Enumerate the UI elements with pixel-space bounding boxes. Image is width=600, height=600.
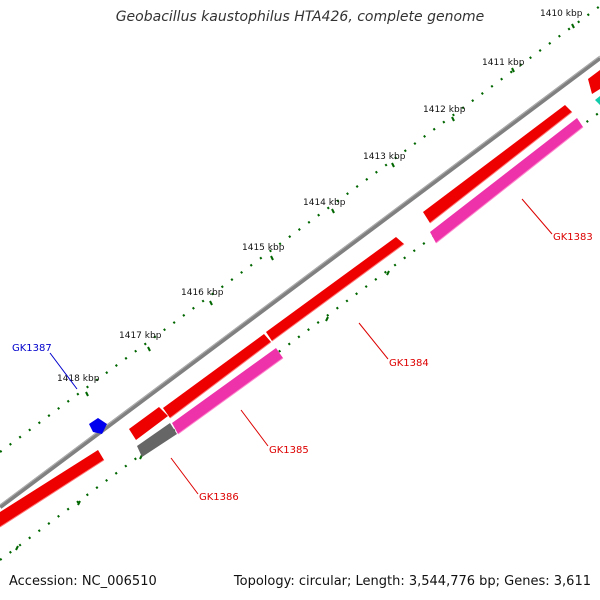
ruler-label: 1411 kbp: [482, 58, 525, 68]
gene-arrow[interactable]: [0, 450, 104, 527]
major-tick: [511, 67, 515, 73]
gene-label[interactable]: GK1383: [553, 232, 593, 243]
leader-line: [240, 409, 269, 447]
ruler-label: 1413 kbp: [363, 152, 406, 162]
genome-backbone: [0, 56, 600, 509]
major-tick: [85, 391, 89, 397]
gene-label[interactable]: GK1386: [199, 492, 239, 503]
leader-line: [49, 352, 78, 390]
accession-label: Accession: NC_006510: [9, 574, 157, 589]
gene-arrow[interactable]: [163, 334, 271, 418]
forward-features: [0, 70, 600, 528]
major-tick: [451, 116, 455, 122]
major-tick: [270, 255, 274, 261]
outer-tick-ring: [0, 5, 600, 453]
gene-label[interactable]: GK1385: [269, 445, 309, 456]
label-leaders: [49, 198, 553, 495]
blue-feature-arrow[interactable]: [89, 418, 107, 434]
major-tick: [325, 316, 329, 322]
leader-line: [521, 198, 553, 235]
ruler-labels: 1410 kbp 1411 kbp 1412 kbp 1413 kbp 1414…: [57, 9, 583, 384]
ruler-label: 1418 kbp: [57, 374, 100, 384]
major-tick: [391, 162, 395, 168]
ruler-label: 1417 kbp: [119, 331, 162, 341]
major-tick: [331, 208, 335, 214]
major-tick: [77, 500, 81, 506]
teal-feature-arrow[interactable]: [595, 96, 600, 105]
leader-line: [170, 457, 199, 495]
map-title: Geobacillus kaustophilus HTA426, complet…: [115, 9, 485, 25]
genome-backbone-highlight: [0, 55, 600, 506]
ruler-label: 1414 kbp: [303, 198, 346, 208]
leader-line: [358, 322, 389, 360]
gene-arrow[interactable]: [588, 70, 600, 94]
gene-arrow[interactable]: [430, 118, 583, 243]
genome-summary: Topology: circular; Length: 3,544,776 bp…: [233, 574, 591, 589]
gene-arrow[interactable]: [172, 348, 283, 434]
major-tick: [571, 23, 575, 29]
gene-label[interactable]: GK1387: [12, 343, 52, 354]
pseudo-gene-arrow[interactable]: [137, 423, 177, 457]
gene-labels: GK1383 GK1384 GK1385 GK1386 GK1387: [12, 232, 593, 503]
gene-arrow[interactable]: [129, 407, 168, 440]
ruler-label: 1416 kbp: [181, 288, 224, 298]
gene-arrow[interactable]: [266, 237, 404, 341]
ruler-label: 1410 kbp: [540, 9, 583, 19]
major-tick: [209, 300, 213, 306]
major-tick: [15, 545, 19, 551]
major-tick: [386, 270, 390, 276]
gene-label[interactable]: GK1384: [389, 358, 429, 369]
major-tick: [147, 346, 151, 352]
reverse-features: [137, 118, 584, 457]
ruler-label: 1415 kbp: [242, 243, 285, 253]
major-ticks: [85, 23, 575, 397]
ruler-label: 1412 kbp: [423, 105, 466, 115]
gene-arrow[interactable]: [423, 105, 572, 223]
